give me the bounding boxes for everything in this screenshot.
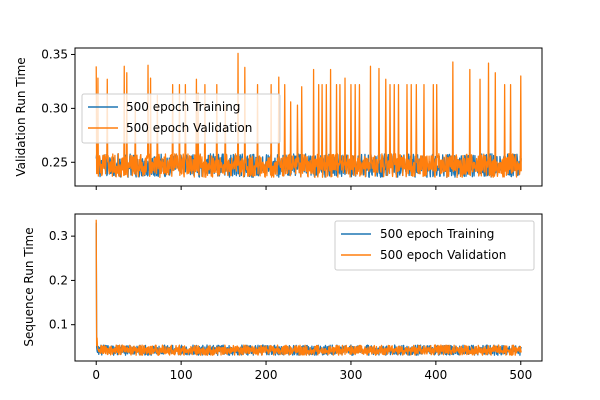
bottom-x-tick-label: 100 <box>170 368 193 382</box>
top-y-axis-label: Validation Run Time <box>14 57 28 176</box>
top-x-ticks <box>95 186 522 190</box>
top-legend-box <box>81 93 281 144</box>
bottom-legend-label-training: 500 epoch Training <box>380 227 494 241</box>
bottom-x-tick-label: 400 <box>424 368 447 382</box>
top-axes-frame <box>74 47 543 187</box>
bottom-y-ticks: 0.1 0.2 0.3 <box>49 229 75 332</box>
bottom-y-axis-label: Sequence Run Time <box>22 227 36 346</box>
top-legend: 500 epoch Training 500 epoch Validation <box>81 93 281 144</box>
top-y-tick-label: 0.25 <box>41 155 68 169</box>
top-series-line-validation <box>95 52 522 178</box>
top-legend-label-training: 500 epoch Training <box>126 100 240 114</box>
top-y-tick-label: 0.35 <box>41 47 68 61</box>
top-series-line-training <box>95 153 522 178</box>
bottom-x-tick-label: 0 <box>92 368 100 382</box>
bottom-y-tick-label: 0.1 <box>49 318 68 332</box>
top-legend-label-validation: 500 epoch Validation <box>126 121 252 135</box>
bottom-x-tick-label: 500 <box>509 368 532 382</box>
bottom-legend: 500 epoch Training 500 epoch Validation <box>334 220 535 271</box>
top-y-ticks: 0.25 0.30 0.35 <box>41 47 75 169</box>
bottom-x-tick-label: 200 <box>255 368 278 382</box>
bottom-x-tick-label: 300 <box>340 368 363 382</box>
bottom-panel: 0 100 200 300 400 500 0.1 0.2 0.3 Sequence Run … <box>22 213 543 382</box>
top-panel: 0.25 0.30 0.35 Validation Run Time 500 epo… <box>14 47 543 190</box>
bottom-x-ticks: 0 100 200 300 400 500 <box>92 361 532 382</box>
top-plot-lines <box>95 52 522 178</box>
bottom-series-line-validation <box>95 219 522 356</box>
bottom-legend-box <box>334 220 535 271</box>
bottom-plot-lines <box>95 219 522 356</box>
bottom-y-tick-label: 0.2 <box>49 273 68 287</box>
bottom-axes-frame <box>74 213 543 362</box>
bottom-legend-label-validation: 500 epoch Validation <box>380 248 506 262</box>
top-y-tick-label: 0.30 <box>41 101 68 115</box>
bottom-y-tick-label: 0.3 <box>49 229 68 243</box>
